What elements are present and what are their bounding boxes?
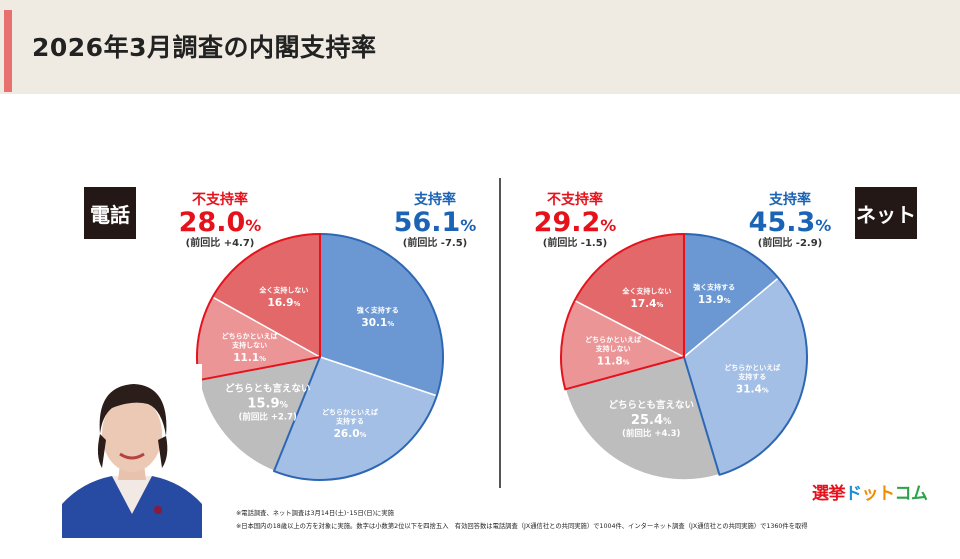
phone-support-change: (前回比 -7.5): [402, 238, 468, 249]
footer-note-1: ※電話調査、ネット調査は3月14日(土)･15日(日)に実施: [236, 510, 394, 517]
net-slice-label-strong-support: 強く支持する: [693, 283, 735, 292]
net-badge: ネット: [855, 187, 917, 239]
net-support-value: 45.3: [748, 207, 816, 238]
net-oppose-change: (前回比 -1.5): [542, 238, 608, 249]
phone-oppose-stat: 不支持率 28.0% (前回比 +4.7): [175, 193, 265, 249]
header-accent-bar: [4, 10, 12, 92]
net-slice-neutral: [564, 356, 721, 481]
net-slice-note-neutral: (前回比 +4.3): [622, 428, 681, 439]
phone-badge: 電話: [84, 187, 136, 239]
phone-oppose-outline: [196, 233, 321, 382]
senkyo-dotcom-logo: 選挙ドットコム: [812, 484, 928, 504]
phone-slice-value-lean-support: 26.0%: [334, 428, 367, 440]
politician-photo: [62, 364, 202, 538]
phone-slice-value-strong-oppose: 16.9%: [268, 297, 301, 309]
phone-oppose-label: 不支持率: [192, 192, 248, 208]
net-slice-value-strong-oppose: 17.4%: [631, 298, 664, 310]
phone-support-outline: [273, 233, 444, 481]
phone-support-unit: %: [460, 216, 477, 235]
panel-divider: [499, 178, 501, 488]
net-slice-value-lean-oppose: 11.8%: [597, 356, 630, 368]
net-support-outline: [683, 233, 809, 476]
net-slice-value-neutral: 25.4%: [631, 413, 672, 428]
net-oppose-unit: %: [600, 216, 617, 235]
net-slice-label-lean-support: 支持する: [737, 372, 766, 381]
header: 2026年3月調査の内閣支持率: [0, 0, 960, 94]
phone-oppose-value: 28.0: [178, 207, 246, 238]
net-oppose-stat: 不支持率 29.2% (前回比 -1.5): [530, 193, 620, 249]
phone-slice-label-strong-oppose: 全く支持しない: [258, 286, 308, 295]
net-oppose-value: 29.2: [533, 207, 601, 238]
phone-slice-label-lean-oppose: 支持しない: [231, 340, 267, 349]
net-slice-label-lean-support: どちらかといえば: [724, 363, 780, 372]
net-slice-value-lean-support: 31.4%: [736, 384, 769, 396]
net-slice-label-neutral: どちらとも言えない: [608, 399, 694, 411]
phone-slice-label-lean-support: 支持する: [335, 417, 364, 426]
phone-support-value: 56.1: [393, 207, 461, 238]
net-oppose-label: 不支持率: [547, 192, 603, 208]
phone-slice-note-neutral: (前回比 +2.7): [238, 412, 297, 423]
phone-slice-label-lean-oppose: どちらかといえば: [222, 331, 278, 340]
phone-slice-label-lean-support: どちらかといえば: [322, 408, 378, 417]
phone-oppose-change: (前回比 +4.7): [185, 238, 255, 249]
net-slice-value-strong-support: 13.9%: [698, 294, 731, 306]
net-slice-label-lean-oppose: どちらかといえば: [585, 335, 641, 344]
phone-slice-value-neutral: 15.9%: [247, 397, 288, 412]
net-slice-label-strong-oppose: 全く支持しない: [621, 286, 671, 295]
net-support-change: (前回比 -2.9): [757, 238, 823, 249]
footer-note-2: ※日本国内の18歳以上の方を対象に実施。数字は小数第2位以下を四捨五入 有効回答…: [236, 523, 808, 530]
phone-slice-label-strong-support: 強く支持する: [357, 306, 399, 315]
phone-support-stat: 支持率 56.1% (前回比 -7.5): [390, 193, 480, 249]
net-support-label: 支持率: [769, 192, 811, 208]
phone-slice-value-strong-support: 30.1%: [361, 317, 394, 329]
net-support-stat: 支持率 45.3% (前回比 -2.9): [745, 193, 835, 249]
phone-slice-value-lean-oppose: 11.1%: [233, 352, 266, 364]
page-title: 2026年3月調査の内閣支持率: [32, 33, 377, 62]
phone-oppose-unit: %: [245, 216, 262, 235]
net-support-unit: %: [815, 216, 832, 235]
phone-support-label: 支持率: [414, 192, 456, 208]
net-oppose-outline: [560, 233, 685, 391]
phone-slice-label-neutral: どちらとも言えない: [225, 383, 311, 395]
net-slice-label-lean-oppose: 支持しない: [595, 344, 631, 353]
